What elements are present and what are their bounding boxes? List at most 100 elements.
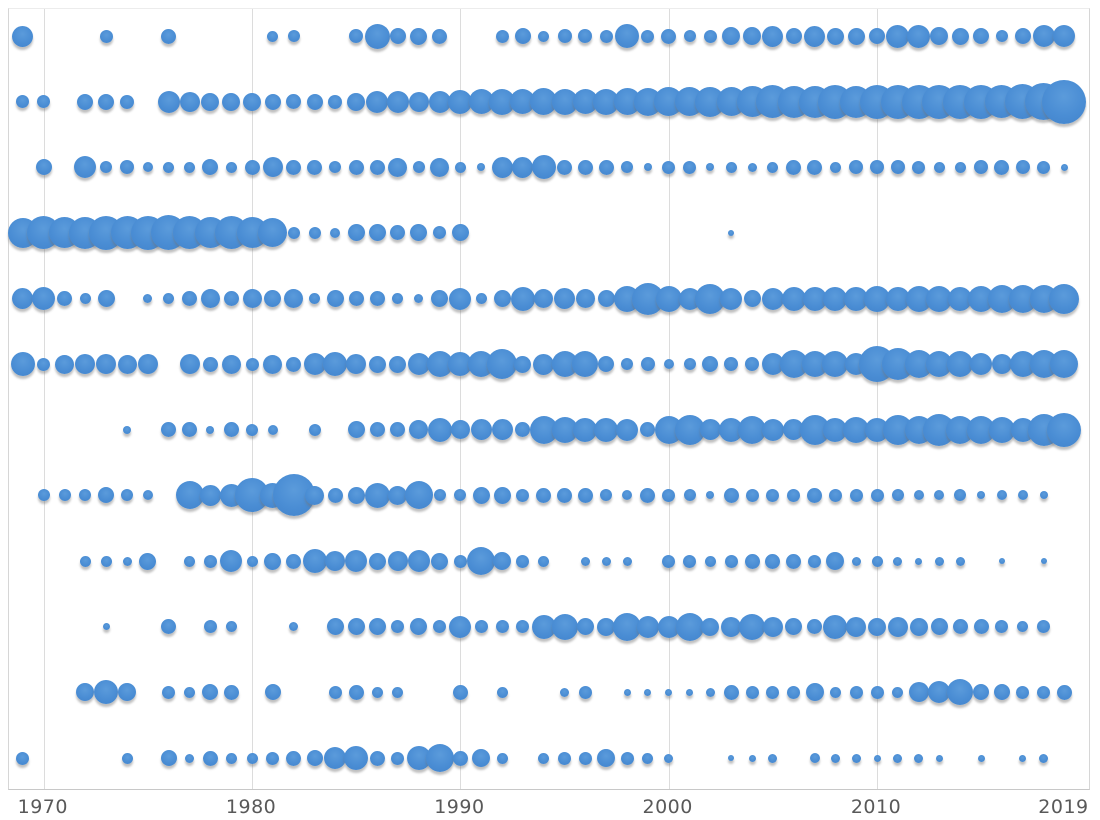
bubble-row-02-1972 bbox=[77, 93, 94, 110]
bubble-row-06-1984 bbox=[323, 352, 348, 377]
bubble-row-10-1993 bbox=[516, 620, 530, 634]
bubble-row-01-2010 bbox=[869, 28, 885, 44]
bubble-row-01-2011 bbox=[886, 24, 910, 48]
bubble-row-10-1986 bbox=[368, 618, 386, 636]
bubble-row-06-1979 bbox=[221, 354, 241, 374]
bubble-row-07-1983 bbox=[308, 423, 321, 436]
bubble-row-10-2006 bbox=[785, 618, 803, 636]
bubble-row-07-1995 bbox=[551, 416, 578, 443]
bubble-row-10-1997 bbox=[597, 617, 616, 636]
bubble-row-04-1984 bbox=[330, 227, 341, 238]
bubble-row-08-1975 bbox=[142, 490, 153, 501]
bubble-row-02-1980 bbox=[243, 92, 262, 111]
bubble-row-09-1977 bbox=[184, 555, 196, 567]
bubble-row-08-1986 bbox=[364, 482, 390, 508]
bubble-row-09-2005 bbox=[765, 553, 781, 569]
bubble-row-02-1977 bbox=[179, 91, 200, 112]
bubble-row-01-2019 bbox=[1053, 25, 1076, 47]
bubble-row-02-1974 bbox=[120, 94, 135, 109]
bubble-row-06-2014 bbox=[947, 351, 974, 378]
bubble-row-06-1982 bbox=[286, 356, 302, 372]
bubble-row-06-1978 bbox=[202, 356, 218, 372]
bubble-row-05-1980 bbox=[242, 289, 262, 309]
bubble-row-04-1988 bbox=[410, 224, 428, 242]
bubble-row-09-1994 bbox=[538, 555, 550, 567]
bubble-row-03-1974 bbox=[120, 160, 135, 175]
bubble-row-11-2018 bbox=[1037, 685, 1051, 699]
bubble-row-03-1972 bbox=[74, 156, 97, 179]
gridline-1970 bbox=[43, 9, 45, 789]
bubble-row-05-1993 bbox=[510, 286, 535, 311]
bubble-row-08-2005 bbox=[766, 488, 780, 502]
bubble-row-06-1997 bbox=[598, 356, 615, 373]
bubble-row-10-1998 bbox=[613, 612, 642, 641]
x-tick-label-1970: 1970 bbox=[17, 796, 68, 818]
bubble-row-03-2018 bbox=[1037, 160, 1051, 174]
bubble-row-03-2015 bbox=[974, 160, 989, 175]
bubble-row-11-2005 bbox=[766, 685, 780, 699]
bubble-row-10-1992 bbox=[495, 620, 509, 634]
bubble-row-09-2002 bbox=[704, 555, 716, 567]
bubble-row-09-1991 bbox=[467, 547, 496, 576]
bubble-row-03-1977 bbox=[184, 161, 196, 173]
bubble-row-03-1978 bbox=[202, 159, 219, 176]
bubble-row-08-2013 bbox=[934, 490, 945, 501]
bubble-row-09-1986 bbox=[368, 552, 386, 570]
bubble-row-03-2004 bbox=[747, 162, 757, 172]
bubble-row-05-1984 bbox=[326, 290, 344, 308]
bubble-row-12-2003 bbox=[728, 755, 735, 762]
bubble-row-01-1998 bbox=[615, 24, 640, 48]
bubble-row-05-2003 bbox=[720, 287, 743, 310]
bubble-row-12-1982 bbox=[286, 750, 302, 766]
bubble-row-08-2004 bbox=[745, 488, 759, 502]
bubble-row-09-1992 bbox=[493, 552, 512, 571]
bubble-row-05-2001 bbox=[678, 287, 701, 310]
bubble-row-03-2016 bbox=[994, 159, 1010, 175]
bubble-row-11-2004 bbox=[745, 685, 759, 699]
bubble-row-06-1994 bbox=[533, 353, 555, 375]
bubble-row-10-1995 bbox=[551, 613, 578, 640]
bubble-row-08-1983 bbox=[305, 485, 325, 505]
bubble-row-08-1991 bbox=[472, 486, 490, 504]
bubble-row-05-2006 bbox=[781, 286, 806, 311]
bubble-row-09-1993 bbox=[516, 554, 530, 568]
bubble-row-11-2007 bbox=[805, 683, 824, 702]
bubble-row-12-1999 bbox=[642, 752, 654, 764]
bubble-row-02-1987 bbox=[386, 90, 409, 113]
bubble-row-05-2013 bbox=[926, 285, 953, 312]
bubble-row-03-1988 bbox=[412, 161, 425, 174]
bubble-row-07-1999 bbox=[640, 422, 656, 438]
bubble-row-11-1974 bbox=[118, 683, 137, 702]
bubble-row-07-1997 bbox=[594, 417, 619, 442]
bubble-row-05-1990 bbox=[449, 287, 472, 310]
bubble-row-12-1990 bbox=[452, 750, 468, 766]
bubble-row-05-1982 bbox=[284, 289, 304, 309]
bubble-row-06-1980 bbox=[245, 357, 259, 371]
bubble-row-12-1980 bbox=[246, 752, 258, 764]
bubble-row-02-1981 bbox=[264, 93, 281, 110]
bubble-row-04-2003 bbox=[728, 229, 735, 236]
bubble-row-07-1996 bbox=[573, 417, 598, 442]
bubble-row-05-1979 bbox=[223, 291, 239, 307]
bubble-row-06-2016 bbox=[991, 354, 1012, 375]
bubble-row-08-1970 bbox=[37, 489, 50, 502]
bubble-row-12-2004 bbox=[748, 754, 756, 762]
bubble-row-09-2000 bbox=[662, 554, 676, 568]
bubble-row-10-1989 bbox=[433, 620, 447, 634]
bubble-row-02-1979 bbox=[222, 92, 241, 111]
bubble-row-01-1988 bbox=[410, 27, 428, 45]
bubble-row-06-1981 bbox=[263, 354, 283, 374]
bubble-row-06-2015 bbox=[970, 353, 993, 376]
x-tick-label-1990: 1990 bbox=[434, 796, 485, 818]
bubble-row-05-1989 bbox=[431, 290, 449, 308]
bubble-row-03-2002 bbox=[706, 163, 715, 172]
bubble-row-08-1999 bbox=[640, 487, 656, 503]
bubble-row-05-1994 bbox=[534, 289, 554, 309]
bubble-row-05-2019 bbox=[1049, 283, 1080, 314]
bubble-row-06-1989 bbox=[426, 351, 453, 378]
bubble-row-08-2001 bbox=[683, 489, 696, 502]
bubble-row-12-2015 bbox=[977, 754, 985, 762]
bubble-row-10-2014 bbox=[952, 619, 968, 635]
bubble-row-12-1989 bbox=[425, 744, 454, 773]
